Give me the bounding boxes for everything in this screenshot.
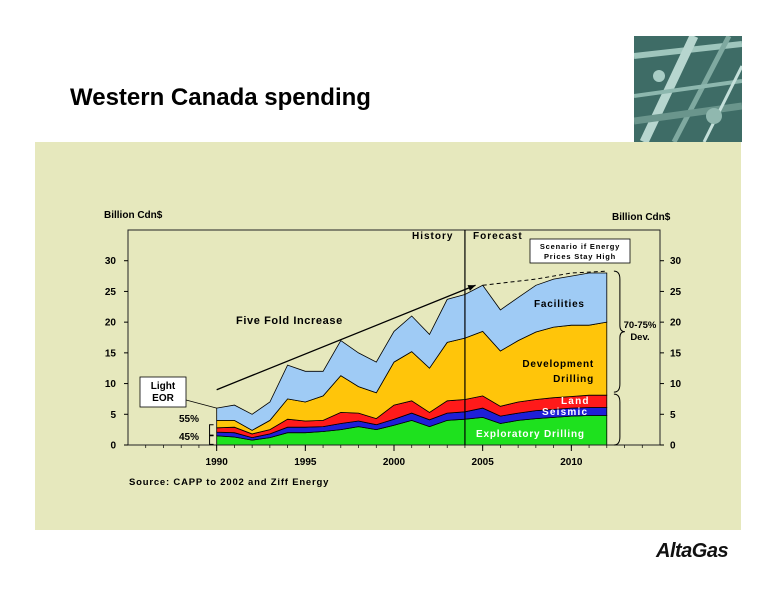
development-drilling-label: Development Drilling <box>522 359 594 385</box>
y-tick-label-right: 20 <box>670 318 682 329</box>
light-eor-label: Light EOR <box>151 381 176 404</box>
scenario-box <box>529 238 631 264</box>
industrial-photo-icon <box>634 36 742 142</box>
land-label: Land <box>561 396 590 407</box>
x-tick-label: 2010 <box>560 457 583 468</box>
scenario-label: Scenario if Energy Prices Stay High <box>540 242 620 261</box>
pct-55-label: 55% <box>179 414 199 425</box>
lower-share-brace <box>613 393 621 446</box>
high-price-scenario-line <box>482 270 607 286</box>
area-facilities <box>216 272 608 431</box>
bracket-55 <box>209 424 214 436</box>
five-fold-arrow-head <box>467 285 476 291</box>
five-fold-arrow <box>216 284 476 391</box>
x-tick-label: 1990 <box>206 457 229 468</box>
y-tick-label-right: 25 <box>670 287 682 298</box>
chart-panel <box>35 142 741 530</box>
y-tick-label-left: 25 <box>105 287 117 298</box>
y-tick-label-left: 10 <box>105 379 117 390</box>
y-tick-label-right: 0 <box>670 441 676 452</box>
five-fold-increase-label: Five Fold Increase <box>236 315 343 327</box>
y-tick-label-left: 0 <box>110 441 116 452</box>
altagas-logo: AltaGas <box>656 540 729 562</box>
x-tick-label: 2005 <box>472 457 495 468</box>
light-eor-pointer <box>185 399 217 409</box>
y-tick-label-right: 30 <box>670 256 682 267</box>
y-tick-label-right: 15 <box>670 348 682 359</box>
y-tick-label-left: 20 <box>105 318 117 329</box>
y-tick-label-right: 10 <box>670 379 682 390</box>
y-tick-label-right: 5 <box>670 410 676 421</box>
dev-share-label: 70-75% Dev. <box>624 320 657 343</box>
bracket-45 <box>209 435 214 445</box>
y-axis-label-right: Billion Cdn$ <box>612 212 671 223</box>
seismic-label: Seismic <box>542 407 588 418</box>
page-title: Western Canada spending <box>70 84 371 111</box>
y-axis-label-left: Billion Cdn$ <box>104 210 163 221</box>
y-tick-label-left: 15 <box>105 348 117 359</box>
y-tick-label-left: 30 <box>105 256 117 267</box>
pct-45-label: 45% <box>179 432 199 443</box>
y-tick-label-left: 5 <box>110 410 116 421</box>
facilities-label: Facilities <box>534 299 585 310</box>
light-eor-box <box>139 376 187 408</box>
x-tick-label: 1995 <box>294 457 317 468</box>
exploratory-drilling-label: Exploratory Drilling <box>476 429 585 440</box>
forecast-label: Forecast <box>473 231 523 242</box>
source-note: Source: CAPP to 2002 and Ziff Energy <box>129 477 329 488</box>
history-label: History <box>412 231 453 242</box>
x-tick-label: 2000 <box>383 457 406 468</box>
dev-share-brace <box>613 270 625 393</box>
